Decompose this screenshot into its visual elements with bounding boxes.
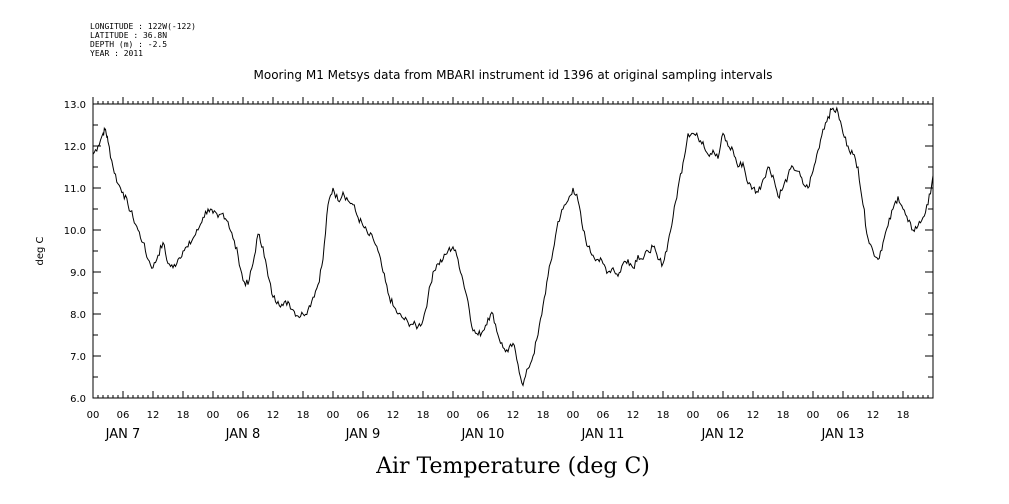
y-tick-label: 13.0 [64, 100, 86, 111]
x-tick-label: 12 [627, 410, 640, 421]
x-tick-label: 12 [507, 410, 520, 421]
x-tick-label: 12 [387, 410, 400, 421]
y-tick-label: 12.0 [64, 142, 86, 153]
x-ticks: 00 06 12 18 00 06 12 18 00 06 12 18 00 06 12 18 00 06 12 18… [87, 97, 934, 442]
x-tick-label: 18 [177, 410, 190, 421]
longitude-text: LONGITUDE : 122W(-122) [90, 22, 196, 31]
x-tick-label: 18 [657, 410, 670, 421]
latitude-text: LATITUDE : 36.8N [90, 31, 168, 40]
y-tick-label: 6.0 [70, 394, 86, 405]
x-day-label: JAN 7 [105, 427, 141, 442]
x-tick-label: 00 [807, 410, 820, 421]
x-tick-label: 12 [867, 410, 880, 421]
y-ticks: 6.0 7.0 8.0 9.0 10.0 11.0 12.0 13.0 [64, 100, 933, 405]
x-day-label: JAN 12 [701, 427, 745, 442]
series-line-air-temperature [92, 106, 934, 387]
x-tick-label: 12 [147, 410, 160, 421]
x-day-label: JAN 8 [225, 427, 261, 442]
x-tick-label: 06 [837, 410, 850, 421]
plot-frame [92, 103, 934, 399]
x-tick-label: 18 [537, 410, 550, 421]
x-tick-label: 06 [117, 410, 130, 421]
x-tick-label: 18 [777, 410, 790, 421]
x-tick-label: 06 [477, 410, 490, 421]
x-tick-label: 12 [267, 410, 280, 421]
y-tick-label: 11.0 [64, 184, 86, 195]
x-tick-label: 00 [567, 410, 580, 421]
x-tick-label: 06 [237, 410, 250, 421]
x-tick-label: 00 [447, 410, 460, 421]
x-day-label: JAN 9 [345, 427, 381, 442]
x-axis-label: Air Temperature (deg C) [376, 454, 650, 479]
y-tick-label: 10.0 [64, 226, 86, 237]
x-tick-label: 06 [717, 410, 730, 421]
x-tick-label: 00 [327, 410, 340, 421]
x-tick-label: 00 [87, 410, 100, 421]
y-tick-label: 9.0 [70, 268, 86, 279]
x-tick-label: 00 [687, 410, 700, 421]
y-tick-label: 8.0 [70, 310, 86, 321]
year-text: YEAR : 2011 [90, 49, 143, 58]
x-tick-label: 00 [207, 410, 220, 421]
x-tick-label: 06 [597, 410, 610, 421]
x-tick-label: 12 [747, 410, 760, 421]
x-tick-label: 18 [897, 410, 910, 421]
x-day-label: JAN 10 [461, 427, 505, 442]
x-day-label: JAN 13 [821, 427, 865, 442]
y-tick-label: 7.0 [70, 352, 86, 363]
x-day-label: JAN 11 [581, 427, 625, 442]
chart-title: Mooring M1 Metsys data from MBARI instru… [253, 68, 773, 82]
metadata-block: LONGITUDE : 122W(-122) LATITUDE : 36.8N … [90, 22, 196, 58]
depth-text: DEPTH (m) : -2.5 [90, 40, 168, 49]
x-tick-label: 06 [357, 410, 370, 421]
x-tick-label: 18 [297, 410, 310, 421]
y-axis-label: deg C [35, 236, 46, 265]
x-tick-label: 18 [417, 410, 430, 421]
